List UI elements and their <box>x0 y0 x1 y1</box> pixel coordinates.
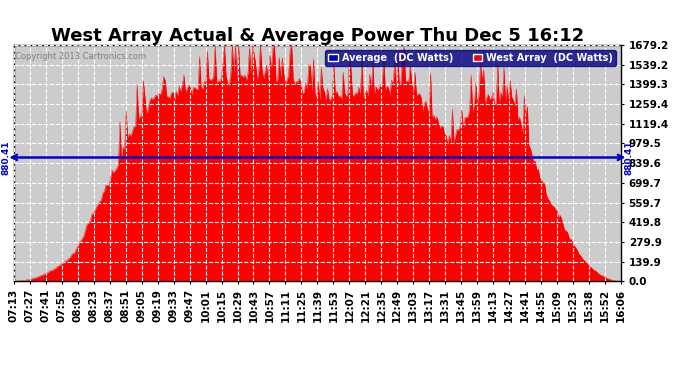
Legend: Average  (DC Watts), West Array  (DC Watts): Average (DC Watts), West Array (DC Watts… <box>326 50 616 66</box>
Text: 880.41: 880.41 <box>624 140 633 175</box>
Text: 880.41: 880.41 <box>2 140 11 175</box>
Title: West Array Actual & Average Power Thu Dec 5 16:12: West Array Actual & Average Power Thu De… <box>51 27 584 45</box>
Text: Copyright 2013 Cartronics.com: Copyright 2013 Cartronics.com <box>15 52 146 61</box>
